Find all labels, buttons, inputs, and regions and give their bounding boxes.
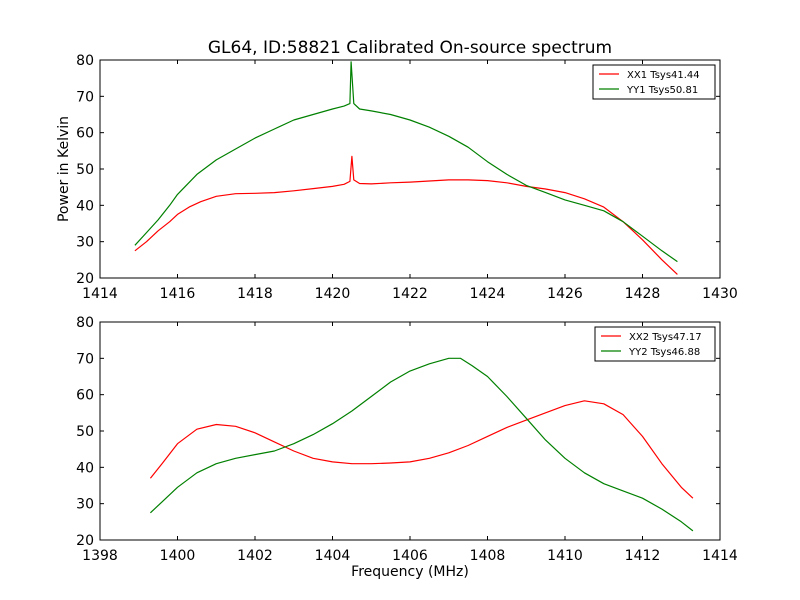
top-x-tick-label: 1418 [237, 286, 273, 302]
bottom-x-tick-label: 1414 [702, 548, 738, 564]
top-x-tick-label: 1416 [160, 286, 196, 302]
top-plot: 1414 1416 1418 1420 1422 1424 1426 1428 1430 20 30… [76, 53, 738, 302]
bottom-legend-label-2: YY2 Tsys46.88 [628, 347, 700, 358]
top-x-tick-label: 1422 [392, 286, 428, 302]
top-y-tick-label: 40 [76, 198, 94, 214]
top-x-tick-label: 1420 [315, 286, 351, 302]
bottom-x-tick-label: 1404 [315, 548, 351, 564]
bottom-y-tick-label: 70 [76, 351, 94, 367]
top-y-tick-label: 80 [76, 53, 94, 69]
bottom-series-line-1 [149, 400, 694, 499]
top-legend-label-2: YY1 Tsys50.81 [626, 85, 698, 96]
y-axis-label: Power in Kelvin [56, 116, 72, 222]
bottom-legend-box [594, 326, 716, 362]
bottom-legend: XX2 Tsys47.17 YY2 Tsys46.88 [594, 326, 716, 362]
top-series-line-2 [134, 61, 678, 263]
bottom-series-line-2 [149, 357, 694, 532]
bottom-y-tick-label: 80 [76, 315, 94, 331]
top-legend: XX1 Tsys41.44 YY1 Tsys50.81 [592, 64, 716, 100]
bottom-x-tick-label: 1410 [547, 548, 583, 564]
bottom-y-tick-label: 50 [76, 424, 94, 440]
bottom-x-tick-label: 1398 [82, 548, 118, 564]
top-y-tick-label: 30 [76, 235, 94, 251]
chart-title: GL64, ID:58821 Calibrated On-source spec… [208, 38, 612, 58]
bottom-x-tick-label: 1406 [392, 548, 428, 564]
top-x-tick-label: 1428 [625, 286, 661, 302]
top-x-tick-label: 1414 [82, 286, 118, 302]
bottom-plot: 1398 1400 1402 1404 1406 1408 1410 1412 1414 20 30… [76, 315, 738, 564]
bottom-x-tick-label: 1402 [237, 548, 273, 564]
top-y-tick-label: 50 [76, 162, 94, 178]
top-legend-box [592, 64, 716, 100]
bottom-x-tick-label: 1408 [470, 548, 506, 564]
top-x-tick-label: 1430 [702, 286, 738, 302]
bottom-x-tick-label: 1412 [625, 548, 661, 564]
top-y-tick-label: 20 [76, 271, 94, 287]
bottom-y-tick-label: 30 [76, 497, 94, 513]
top-legend-label-1: XX1 Tsys41.44 [627, 70, 700, 81]
top-x-tick-label: 1424 [470, 286, 506, 302]
bottom-x-tick-label: 1400 [160, 548, 196, 564]
bottom-y-tick-label: 60 [76, 388, 94, 404]
top-x-tick-label: 1426 [547, 286, 583, 302]
x-axis-label: Frequency (MHz) [351, 564, 469, 580]
top-series-line-1 [134, 155, 678, 275]
top-y-tick-label: 70 [76, 89, 94, 105]
bottom-y-tick-label: 20 [76, 533, 94, 549]
top-y-tick-label: 60 [76, 126, 94, 142]
bottom-legend-label-1: XX2 Tsys47.17 [629, 332, 702, 343]
bottom-y-tick-label: 40 [76, 460, 94, 476]
